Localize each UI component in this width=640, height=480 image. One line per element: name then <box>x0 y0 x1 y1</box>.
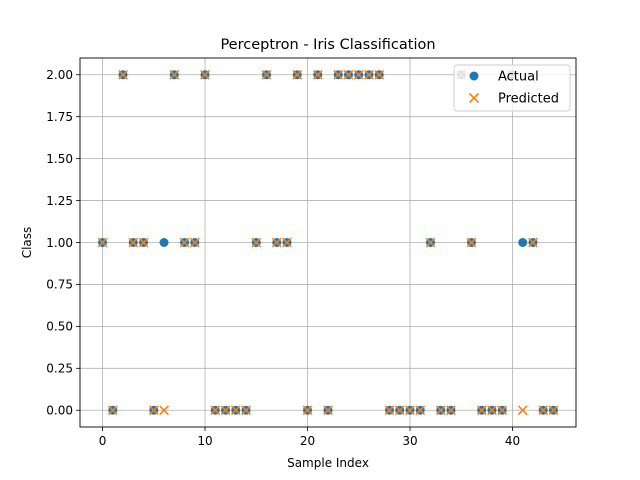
predicted-point <box>394 405 405 416</box>
y-tick-label: 2.00 <box>46 68 73 82</box>
predicted-point <box>169 69 180 80</box>
x-tick-label: 40 <box>505 434 520 448</box>
predicted-point <box>261 69 272 80</box>
grid <box>80 58 576 427</box>
predicted-point <box>210 405 221 416</box>
predicted-point <box>323 405 333 416</box>
predicted-point <box>200 69 210 80</box>
series-predicted-points <box>97 69 559 416</box>
y-axis-label: Class <box>20 227 34 259</box>
x-axis-label: Sample Index <box>287 456 369 470</box>
y-tick-label: 0.00 <box>46 404 73 418</box>
predicted-point <box>497 405 508 416</box>
chart-title: Perceptron - Iris Classification <box>220 37 435 53</box>
predicted-point <box>189 237 200 248</box>
predicted-point <box>364 69 374 80</box>
legend-label-actual: Actual <box>498 70 539 85</box>
predicted-point <box>159 405 169 416</box>
x-axis-ticks: 0 10 20 30 40 <box>99 427 520 448</box>
legend-label-predicted: Predicted <box>498 92 559 107</box>
predicted-point <box>548 405 559 416</box>
actual-point <box>159 238 169 247</box>
predicted-point <box>282 237 292 248</box>
predicted-point <box>353 69 364 80</box>
y-tick-label: 1.25 <box>46 194 73 208</box>
predicted-point <box>343 69 354 80</box>
predicted-point <box>148 405 159 416</box>
y-tick-label: 1.75 <box>46 110 73 124</box>
predicted-point <box>97 237 108 248</box>
predicted-point <box>528 237 538 248</box>
x-tick-label: 10 <box>197 434 212 448</box>
predicted-point <box>302 405 313 416</box>
y-tick-label: 0.50 <box>46 320 73 334</box>
predicted-point <box>333 69 344 80</box>
predicted-point <box>415 405 426 416</box>
legend-marker-predicted <box>468 92 480 104</box>
y-tick-label: 1.50 <box>46 152 73 166</box>
predicted-point <box>466 237 477 248</box>
predicted-point <box>446 405 456 416</box>
y-tick-label: 0.75 <box>46 278 73 292</box>
y-tick-label: 0.25 <box>46 362 73 376</box>
predicted-point <box>374 69 385 80</box>
legend-box <box>453 64 571 112</box>
predicted-point <box>292 69 303 80</box>
legend-marker-actual <box>469 71 479 81</box>
predicted-point <box>487 405 497 416</box>
predicted-point <box>251 237 262 248</box>
legend: Actual Predicted <box>453 64 571 112</box>
predicted-point <box>405 405 415 416</box>
x-tick-label: 20 <box>300 434 315 448</box>
x-tick-label: 0 <box>99 434 107 448</box>
predicted-point <box>435 405 446 416</box>
predicted-point <box>220 405 231 416</box>
predicted-point <box>230 405 241 416</box>
actual-point <box>518 238 528 247</box>
predicted-point <box>425 237 436 248</box>
predicted-point <box>312 69 323 80</box>
y-tick-label: 1.00 <box>46 236 73 250</box>
predicted-point <box>128 237 139 248</box>
predicted-point <box>538 405 549 416</box>
predicted-point <box>179 237 190 248</box>
x-tick-label: 30 <box>402 434 417 448</box>
predicted-point <box>118 69 128 80</box>
predicted-point <box>384 405 395 416</box>
predicted-point <box>107 405 118 416</box>
predicted-point <box>476 405 487 416</box>
predicted-point <box>241 405 251 416</box>
predicted-point <box>517 405 528 416</box>
predicted-point <box>271 237 282 248</box>
predicted-point <box>138 237 149 248</box>
y-axis-ticks: 0.00 0.25 0.50 0.75 1.00 1.25 1.50 1.75 2.00 <box>46 68 80 418</box>
